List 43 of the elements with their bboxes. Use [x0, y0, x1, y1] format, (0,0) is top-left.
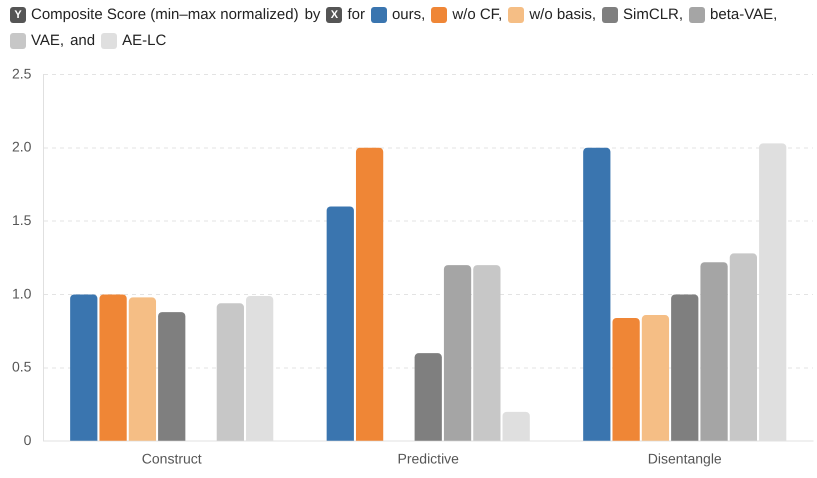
y-tick-label: 1.5 [12, 212, 32, 228]
bar [158, 312, 186, 441]
bar [128, 297, 156, 441]
bar [414, 353, 442, 441]
x-tick-label: Construct [142, 450, 202, 466]
y-tick-label: 2.0 [12, 138, 32, 155]
chart-title: Composite Score (min–max normalized) [31, 6, 299, 23]
bar [700, 262, 728, 441]
legend-label: w/o CF [452, 6, 498, 23]
text: , [678, 6, 684, 23]
bar [99, 294, 127, 441]
text: , [498, 6, 502, 23]
text: for [347, 6, 365, 23]
bar [70, 294, 98, 441]
bar [326, 206, 354, 441]
bar [356, 148, 384, 441]
text: , [773, 6, 778, 23]
legend-label: SimCLR [623, 6, 679, 23]
legend-label: beta-VAE [710, 6, 774, 23]
legend-label: AE-LC [122, 32, 166, 49]
letter-badge-icon: X [326, 7, 342, 24]
y-tick-label: 0.5 [12, 358, 32, 375]
bar [583, 148, 610, 441]
legend-label: VAE [31, 32, 60, 49]
bar [216, 303, 244, 441]
bar [473, 265, 500, 441]
text: by [304, 6, 320, 23]
bar [671, 294, 698, 441]
y-tick-label: 0 [24, 432, 32, 448]
x-tick-label: Predictive [397, 450, 460, 466]
y-tick-label: 1.0 [12, 285, 32, 302]
legend-label: ours [392, 6, 422, 23]
bar [612, 318, 640, 441]
bar [730, 253, 758, 441]
text: , [592, 6, 596, 23]
y-tick-label: 2.5 [12, 65, 32, 82]
legend-label: w/o basis [529, 6, 592, 23]
x-tick-label: Disentangle [648, 450, 722, 466]
bar [444, 265, 472, 441]
bar [642, 315, 670, 441]
text: , [421, 6, 426, 23]
text: and [70, 32, 96, 49]
letter-badge-icon: Y [10, 7, 26, 24]
